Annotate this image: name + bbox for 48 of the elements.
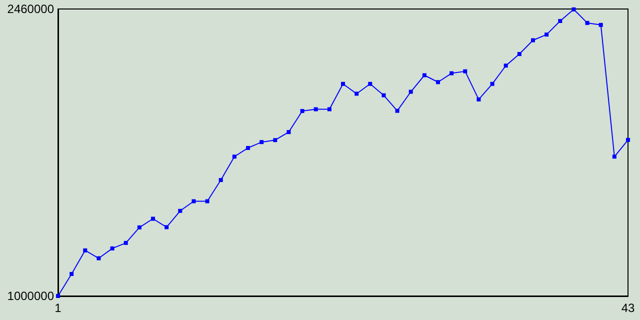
point [96,256,101,260]
point [164,225,169,230]
point [218,178,223,182]
point [531,38,535,42]
point [368,82,372,86]
point [572,7,576,12]
point [354,92,359,96]
x-tick-label: 1 [54,301,62,315]
point [124,240,128,245]
point [232,154,236,159]
x-tick-label: 43 [621,301,635,315]
point [598,22,603,27]
point [395,108,400,113]
point [56,294,60,298]
point [436,80,440,84]
point [490,82,494,86]
point [585,20,590,25]
point [517,52,522,56]
point [110,246,114,250]
point [450,71,454,76]
point [382,93,386,98]
point [205,199,210,204]
point [273,138,278,142]
y-tick-label: 2460000 [7,2,54,16]
point [626,138,630,142]
point [327,107,332,112]
point [504,64,508,68]
point [422,73,426,78]
point [314,107,318,112]
point [408,90,413,94]
point [612,154,616,159]
point [246,146,250,150]
point [137,225,142,230]
point [192,199,196,204]
point [463,69,468,74]
point [558,18,562,23]
point [83,248,88,252]
line-series [56,7,630,298]
point [260,140,264,144]
point [70,272,74,276]
point [286,130,291,134]
point [151,216,155,221]
point [300,109,304,114]
point [544,32,549,37]
y-tick-label: 1000000 [7,289,54,303]
point [341,82,345,86]
point [476,97,481,102]
point [178,208,182,213]
